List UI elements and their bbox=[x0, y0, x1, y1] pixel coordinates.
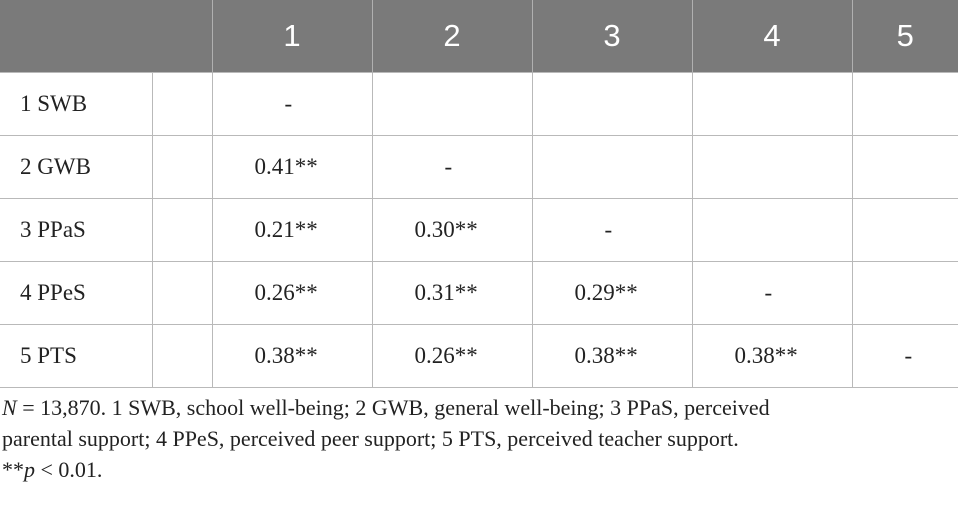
header-cell-5: 5 bbox=[851, 0, 958, 73]
significance-text: < 0.01. bbox=[35, 457, 103, 482]
table-cell: 0.38** bbox=[531, 324, 693, 388]
table-cell: - bbox=[691, 261, 853, 325]
table-cell: 0.29** bbox=[531, 261, 693, 325]
footnote-line-1: N = 13,870. 1 SWB, school well-being; 2 … bbox=[2, 392, 952, 423]
significance-stars: ** bbox=[2, 457, 24, 482]
table-row: 1 SWB - bbox=[0, 72, 958, 136]
table-cell: - bbox=[211, 72, 373, 136]
row-label: 5 PTS bbox=[0, 324, 153, 388]
table-cell bbox=[531, 72, 693, 136]
row-label: 1 SWB bbox=[0, 72, 153, 136]
table-row: 3 PPaS 0.21** 0.30** - bbox=[0, 198, 958, 262]
table-cell: 0.26** bbox=[211, 261, 373, 325]
footnote-line-2: parental support; 4 PPeS, perceived peer… bbox=[2, 426, 739, 451]
spacer-cell bbox=[151, 324, 213, 388]
header-cell-2: 2 bbox=[371, 0, 533, 73]
header-cell-empty bbox=[0, 0, 213, 73]
table-row: 4 PPeS 0.26** 0.31** 0.29** - bbox=[0, 261, 958, 325]
spacer-cell bbox=[151, 261, 213, 325]
table-cell bbox=[371, 72, 533, 136]
spacer-cell bbox=[151, 72, 213, 136]
footnote-text-1: = 13,870. 1 SWB, school well-being; 2 GW… bbox=[16, 395, 770, 420]
table-cell bbox=[531, 135, 693, 199]
header-cell-1: 1 bbox=[211, 0, 373, 73]
table-cell: - bbox=[371, 135, 533, 199]
table-footnote: N = 13,870. 1 SWB, school well-being; 2 … bbox=[2, 392, 952, 485]
table-cell bbox=[851, 198, 958, 262]
row-label: 3 PPaS bbox=[0, 198, 153, 262]
footnote-line-3: **p < 0.01. bbox=[2, 454, 952, 485]
header-cell-3: 3 bbox=[531, 0, 693, 73]
table-cell bbox=[691, 198, 853, 262]
row-label: 4 PPeS bbox=[0, 261, 153, 325]
table-row: 5 PTS 0.38** 0.26** 0.38** 0.38** - bbox=[0, 324, 958, 388]
spacer-cell bbox=[151, 198, 213, 262]
n-symbol: N bbox=[2, 395, 17, 420]
table-cell bbox=[691, 135, 853, 199]
table-cell bbox=[851, 135, 958, 199]
table-cell: 0.21** bbox=[211, 198, 373, 262]
table-cell: 0.38** bbox=[211, 324, 373, 388]
table-row: 2 GWB 0.41** - bbox=[0, 135, 958, 199]
header-cell-4: 4 bbox=[691, 0, 853, 73]
p-symbol: p bbox=[24, 457, 35, 482]
table-cell: 0.38** bbox=[691, 324, 853, 388]
table-cell: - bbox=[851, 324, 958, 388]
table-cell: 0.31** bbox=[371, 261, 533, 325]
row-label: 2 GWB bbox=[0, 135, 153, 199]
table-body: 1 SWB - 2 GWB 0.41** - 3 PPaS 0.21** 0.3… bbox=[0, 72, 958, 388]
table-cell: 0.26** bbox=[371, 324, 533, 388]
table-cell bbox=[851, 72, 958, 136]
spacer-cell bbox=[151, 135, 213, 199]
table-cell bbox=[691, 72, 853, 136]
table-header: 1 2 3 4 5 bbox=[0, 0, 958, 73]
table-cell: - bbox=[531, 198, 693, 262]
table-cell: 0.41** bbox=[211, 135, 373, 199]
table-cell: 0.30** bbox=[371, 198, 533, 262]
correlation-table: 1 2 3 4 5 1 SWB - 2 GWB 0.41** - 3 PPaS bbox=[0, 0, 958, 388]
table-cell bbox=[851, 261, 958, 325]
